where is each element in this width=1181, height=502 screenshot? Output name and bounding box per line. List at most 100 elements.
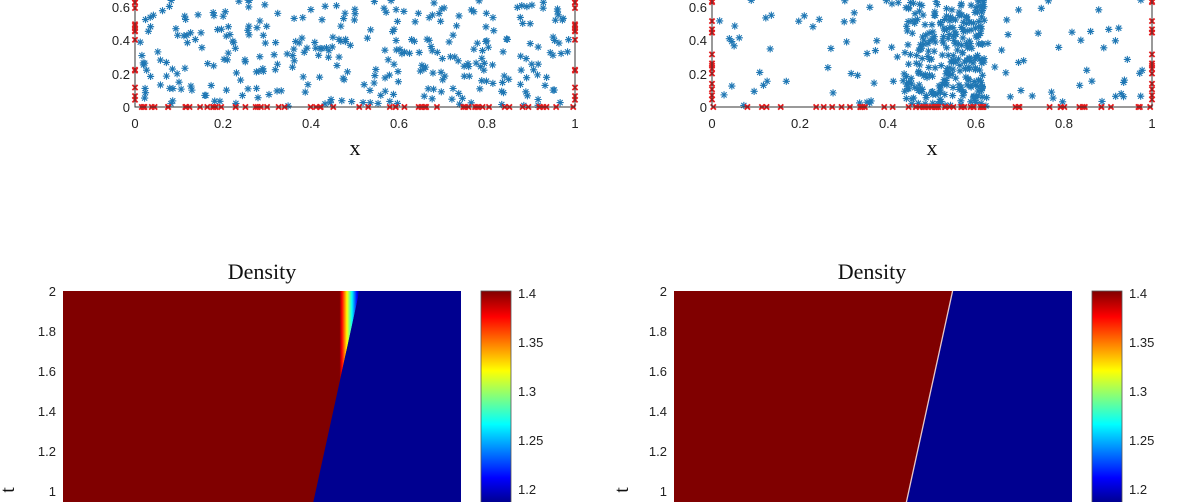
interior-point <box>488 61 497 69</box>
interior-point <box>759 81 768 89</box>
interior-point <box>824 63 832 72</box>
interior-point <box>908 29 916 37</box>
interior-point <box>325 47 333 55</box>
y-tick-label: 0.2 <box>112 67 130 82</box>
interior-point <box>976 29 985 37</box>
interior-point <box>299 14 307 22</box>
x-tick-label: 1 <box>1148 116 1155 131</box>
interior-point <box>366 99 374 107</box>
interior-point <box>158 7 167 15</box>
interior-point <box>554 11 562 19</box>
interior-point <box>370 0 378 6</box>
interior-point <box>911 10 919 18</box>
interior-point <box>551 16 559 24</box>
interior-point <box>899 77 907 85</box>
interior-point <box>949 83 957 92</box>
interior-point <box>979 40 987 48</box>
interior-point <box>241 56 249 64</box>
interior-point <box>983 94 991 102</box>
interior-point <box>1098 97 1106 106</box>
x-axis-label: x <box>927 135 938 160</box>
x-tick-label: 0.2 <box>214 116 232 131</box>
interior-point <box>446 53 455 61</box>
interior-point <box>1017 86 1025 95</box>
interior-point <box>991 63 999 71</box>
interior-point <box>271 66 279 74</box>
interior-point <box>740 101 748 110</box>
interior-point <box>980 16 988 24</box>
interior-point <box>942 76 950 85</box>
interior-point <box>516 80 525 88</box>
interior-point <box>460 62 468 70</box>
interior-point <box>499 48 507 56</box>
interior-point <box>927 55 935 63</box>
interior-point <box>967 98 975 106</box>
interior-point <box>245 22 253 30</box>
interior-point <box>423 35 431 43</box>
interior-point <box>245 3 253 11</box>
interior-point <box>476 85 484 93</box>
interior-point <box>977 22 985 30</box>
interior-point <box>418 61 426 69</box>
colorbar-tick-label: 1.2 <box>518 482 536 497</box>
y-tick-label: 1.6 <box>649 364 667 379</box>
interior-point <box>519 19 527 27</box>
interior-point <box>204 59 212 68</box>
colorbar-left-ticks: 1.4 1.35 1.3 1.25 1.2 <box>518 286 543 497</box>
interior-point <box>464 60 472 68</box>
interior-point <box>437 88 445 96</box>
interior-point <box>430 0 438 7</box>
interior-point <box>958 41 966 49</box>
interior-point <box>940 76 948 84</box>
interior-point <box>969 59 977 67</box>
interior-point <box>975 66 984 74</box>
interior-point <box>141 89 150 97</box>
interior-point <box>959 34 967 42</box>
colorbar <box>1091 290 1123 502</box>
interior-point <box>321 100 329 108</box>
interior-point <box>800 12 808 20</box>
interior-point <box>962 19 970 27</box>
interior-point <box>978 71 987 79</box>
scatter-left-yticks: 0 0.2 0.4 0.6 <box>112 0 130 115</box>
interior-point <box>238 91 247 100</box>
interior-point <box>907 74 915 82</box>
interior-point <box>763 77 771 85</box>
interior-point <box>965 37 973 45</box>
interior-point <box>539 0 547 6</box>
interior-point <box>747 0 755 4</box>
interior-point <box>169 84 177 93</box>
interior-point <box>1083 66 1091 74</box>
interior-point <box>914 99 922 107</box>
interior-point <box>998 46 1006 54</box>
interior-point <box>975 17 983 26</box>
scatter-left-xticks: 0 0.2 0.4 0.6 0.8 1 <box>131 116 578 131</box>
interior-point <box>475 0 483 5</box>
interior-point <box>928 21 936 29</box>
interior-point <box>437 68 445 76</box>
interior-point <box>953 46 961 54</box>
interior-point <box>558 16 567 24</box>
interior-point <box>484 43 492 51</box>
interior-point <box>940 15 949 24</box>
interior-point <box>398 50 406 58</box>
interior-point <box>957 101 965 109</box>
interior-point <box>873 37 881 45</box>
interior-point <box>931 38 939 46</box>
interior-point <box>731 22 739 30</box>
interior-point <box>930 33 938 41</box>
interior-point <box>1088 77 1096 85</box>
interior-point <box>950 36 958 44</box>
interior-point <box>815 15 823 23</box>
interior-point <box>756 68 764 77</box>
interior-point <box>455 12 463 20</box>
interior-point <box>918 54 926 63</box>
interior-point <box>907 79 916 87</box>
interior-point <box>728 82 736 90</box>
interior-point <box>943 81 951 89</box>
interior-point <box>505 75 513 83</box>
interior-point <box>526 20 534 28</box>
interior-point <box>549 51 557 59</box>
interior-point <box>342 35 350 44</box>
